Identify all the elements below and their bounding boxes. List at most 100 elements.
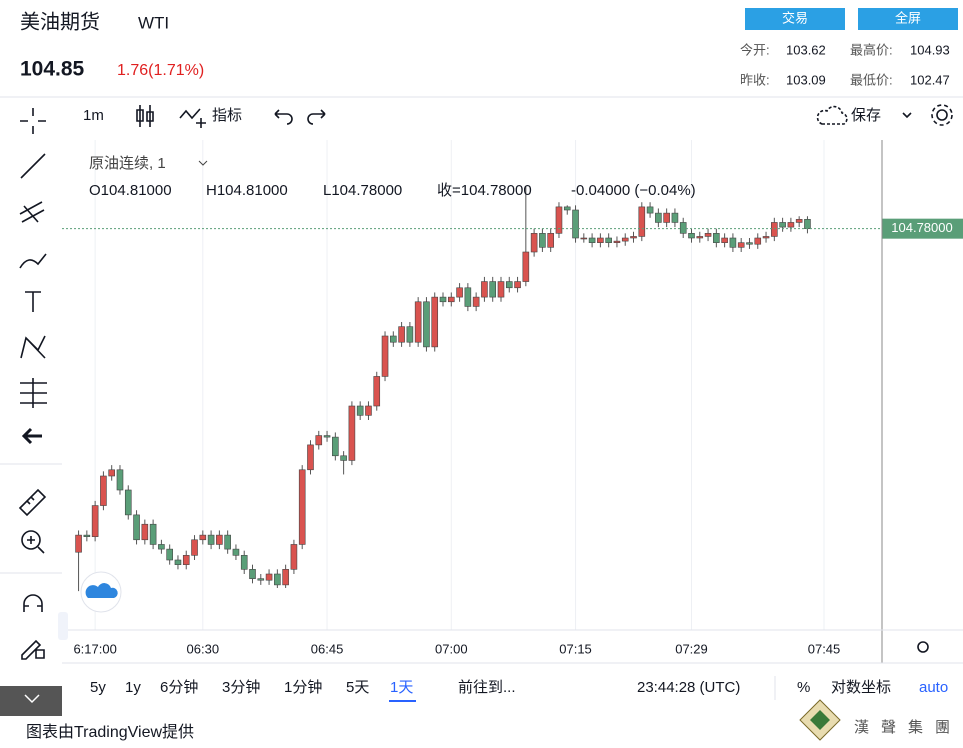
measure-lines-tool[interactable]	[20, 378, 47, 408]
candle-body	[489, 281, 497, 298]
candle-body	[158, 544, 165, 550]
x-tick-label: 07:15	[559, 641, 592, 656]
candle-body	[83, 534, 91, 537]
candle-body	[522, 251, 530, 282]
watermark-logo-inner	[810, 710, 830, 730]
candle-type-button[interactable]	[136, 105, 154, 127]
lock-draw-tool[interactable]	[21, 639, 45, 660]
save-button[interactable]: 保存	[851, 107, 881, 124]
range-button[interactable]: 6分钟	[160, 679, 198, 696]
pattern-tool[interactable]	[20, 335, 46, 359]
trendline-tool[interactable]	[20, 153, 46, 179]
settings-gear[interactable]	[931, 104, 953, 126]
candle-body	[713, 233, 720, 243]
goto-button[interactable]: 前往到...	[458, 679, 516, 696]
candle-body	[514, 281, 521, 289]
save-menu[interactable]	[902, 112, 912, 119]
range-button[interactable]: 1y	[125, 679, 141, 696]
fullscreen-button[interactable]	[858, 8, 958, 30]
crosshair-tool[interactable]	[20, 108, 46, 134]
candle-body	[356, 405, 364, 416]
candle-body	[365, 405, 372, 416]
zoom-plus[interactable]	[27, 536, 45, 554]
log-toggle[interactable]: 对数坐标	[831, 679, 891, 696]
indicator-icon[interactable]	[179, 108, 206, 128]
range-button[interactable]: 1天	[390, 679, 413, 696]
candle-body	[315, 435, 323, 446]
last-price: 104.85	[20, 58, 85, 81]
range-button[interactable]: 5y	[90, 679, 106, 696]
legend-menu[interactable]	[198, 160, 208, 166]
text-tool[interactable]	[25, 291, 41, 312]
magnet-tool[interactable]	[23, 594, 43, 612]
fullscreen-button-label[interactable]: 全屏	[895, 10, 921, 25]
candle-body	[787, 222, 795, 228]
candle-body	[754, 237, 762, 245]
stat-label: 最低价:	[850, 72, 893, 87]
candle-body	[563, 206, 571, 211]
trade-button[interactable]	[745, 8, 845, 30]
stats: 今开: 103.62 最高价: 104.93 昨收: 103.09 最低价: 1…	[740, 42, 950, 87]
legend-change: -0.04000 (−0.04%)	[571, 182, 696, 199]
candle-body	[539, 233, 546, 248]
zoom-tool[interactable]	[21, 530, 41, 550]
candle-body	[456, 287, 463, 298]
range-button[interactable]: 3分钟	[222, 679, 260, 696]
stat-label: 昨收:	[740, 72, 770, 87]
undo-button[interactable]	[274, 109, 293, 125]
candle-body	[464, 287, 472, 307]
scroll-handle[interactable]	[58, 612, 68, 640]
legend-open: O104.81000	[89, 182, 172, 199]
instrument-name: 美油期货	[20, 10, 100, 33]
symbol: WTI	[138, 13, 169, 32]
candle-body	[141, 523, 149, 541]
candle-body	[240, 555, 248, 570]
range-button[interactable]: 1分钟	[284, 679, 322, 696]
brush-tool[interactable]	[19, 253, 47, 269]
candle-body	[224, 534, 231, 550]
stat-value: 104.93	[910, 42, 950, 57]
candle-body	[671, 212, 679, 223]
candle-body	[497, 281, 505, 298]
candle-body	[481, 281, 488, 298]
grid: 6:17:00 06:30 06:45 07:00 07:15 07:29 07:45	[73, 140, 840, 656]
footer: 图表由TradingView提供	[26, 723, 194, 741]
redo-button[interactable]	[307, 109, 326, 125]
tv-logo-cloud[interactable]	[85, 583, 118, 598]
settings-button[interactable]	[936, 109, 948, 121]
candle-body	[804, 219, 811, 229]
percent-toggle[interactable]: %	[797, 679, 810, 696]
candle-body	[447, 296, 455, 303]
candle-body	[174, 559, 182, 565]
candle-body	[124, 489, 132, 516]
candle-body	[721, 237, 728, 243]
candle-body	[323, 435, 331, 438]
fib-tool[interactable]	[19, 201, 45, 223]
candle-body	[597, 237, 604, 243]
price-label: 104.78000	[891, 220, 952, 235]
stat-value: 103.62	[786, 42, 826, 57]
x-tick-label: 06:45	[311, 641, 344, 656]
candle-body	[439, 296, 447, 303]
range-button[interactable]: 5天	[346, 679, 369, 696]
x-tick-label: 06:30	[187, 641, 220, 656]
candle-body	[191, 539, 198, 556]
candle-body	[588, 237, 596, 243]
stat-value: 103.09	[786, 72, 826, 87]
range-buttons: 5y 1y 6分钟 3分钟 1分钟 5天 1天	[90, 679, 416, 702]
candle-body	[580, 237, 588, 240]
interval[interactable]: 1m	[83, 107, 104, 124]
back-tool[interactable]	[21, 427, 42, 445]
ruler-tool[interactable]	[18, 488, 47, 517]
axis-settings[interactable]	[917, 641, 929, 653]
cloud-icon[interactable]	[816, 105, 848, 125]
indicators-button[interactable]: 指标	[212, 107, 242, 124]
stat-label: 最高价:	[850, 42, 893, 57]
clock: 23:44:28 (UTC)	[637, 679, 740, 696]
collapse-arrow[interactable]	[24, 694, 40, 704]
candle-body	[663, 212, 670, 223]
x-tick-label: 07:29	[675, 641, 708, 656]
trade-button-label[interactable]: 交易	[782, 10, 808, 25]
auto-toggle[interactable]: auto	[919, 679, 948, 696]
